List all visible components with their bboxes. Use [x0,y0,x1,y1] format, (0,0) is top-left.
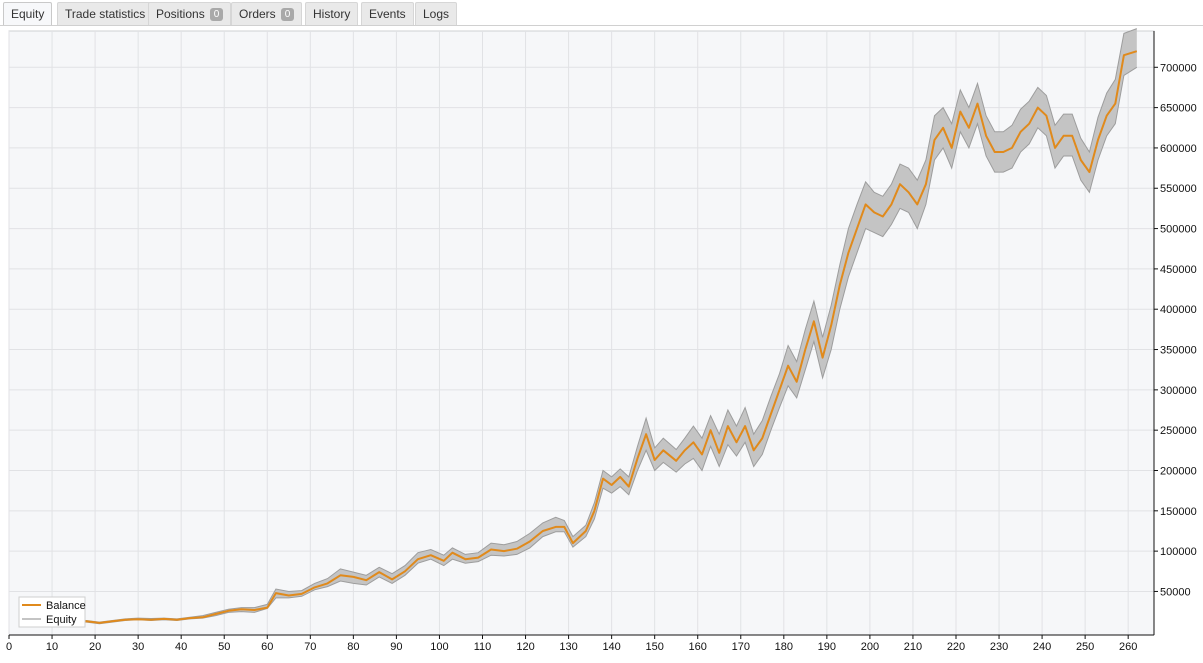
equity-series [73,28,1138,625]
y-tick-label: 450000 [1160,264,1197,276]
x-tick-label: 180 [775,641,793,653]
y-axis: 50000 100000 150000 200000 250000 300000 35000… [1154,62,1197,598]
x-tick-label: 110 [474,641,492,653]
y-tick-label: 500000 [1160,224,1197,236]
x-tick-label: 160 [689,641,707,653]
x-tick-label: 80 [347,641,359,653]
x-tick-label: 60 [261,641,273,653]
tab-orders-label: Orders [239,7,276,21]
tab-logs-label: Logs [423,7,450,21]
tab-positions[interactable]: Positions 0 [148,2,232,25]
y-tick-label: 100000 [1160,546,1197,558]
y-tick-label: 250000 [1160,425,1197,437]
y-tick-label: 550000 [1160,183,1197,195]
legend-balance-label: Balance [46,600,86,612]
y-tick-label: 600000 [1160,143,1197,155]
tab-history-label: History [313,7,351,21]
tab-trade-statistics-label: Trade statistics [65,7,146,21]
equity-lower-line [73,66,1138,625]
x-tick-label: 170 [732,641,750,653]
x-tick-label: 0 [6,641,12,653]
y-tick-label: 350000 [1160,345,1197,357]
x-tick-label: 240 [1033,641,1051,653]
x-tick-label: 190 [818,641,836,653]
x-tick-label: 260 [1119,641,1137,653]
y-tick-label: 700000 [1160,62,1197,74]
x-tick-label: 230 [990,641,1008,653]
x-tick-label: 100 [430,641,448,653]
x-tick-label: 40 [175,641,187,653]
x-tick-label: 20 [89,641,101,653]
y-tick-label: 200000 [1160,465,1197,477]
positions-count-badge: 0 [209,8,224,21]
x-tick-label: 120 [516,641,534,653]
balance-line [73,50,1138,624]
y-tick-label: 650000 [1160,103,1197,115]
tab-equity[interactable]: Equity [3,2,53,26]
tab-events-label: Events [369,7,406,21]
equity-upper-line [73,28,1137,623]
x-tick-label: 220 [947,641,965,653]
legend-box [18,596,86,628]
x-tick-label: 210 [904,641,922,653]
x-tick-label: 250 [1076,641,1094,653]
tab-trade-statistics[interactable]: Trade statistics [57,2,154,25]
tab-equity-label: Equity [11,7,45,21]
tab-logs[interactable]: Logs [415,2,458,25]
legend-equity-label: Equity [46,614,77,626]
orders-count-badge: 0 [280,8,295,21]
tab-history[interactable]: History [305,2,359,25]
x-tick-label: 50 [218,641,230,653]
x-tick-label: 90 [390,641,402,653]
x-tick-label: 10 [46,641,58,653]
x-tick-label: 150 [645,641,663,653]
tab-bar: Equity Trade statistics Positions 0 Order… [0,0,1203,26]
x-tick-label: 30 [132,641,144,653]
y-tick-label: 300000 [1160,385,1197,397]
y-tick-label: 400000 [1160,304,1197,316]
tab-orders[interactable]: Orders 0 [231,2,303,25]
x-axis: 0 10 20 30 40 50 60 70 80 90 100 110 120 130 140 150 160… [6,635,1137,653]
tab-events[interactable]: Events [361,2,414,25]
legend: Balance Equity [18,596,86,628]
x-tick-label: 70 [304,641,316,653]
x-tick-label: 140 [602,641,620,653]
x-tick-label: 130 [559,641,577,653]
tab-positions-label: Positions [156,7,205,21]
y-tick-label: 150000 [1160,506,1197,518]
y-tick-label: 50000 [1160,586,1191,598]
x-tick-label: 200 [861,641,879,653]
